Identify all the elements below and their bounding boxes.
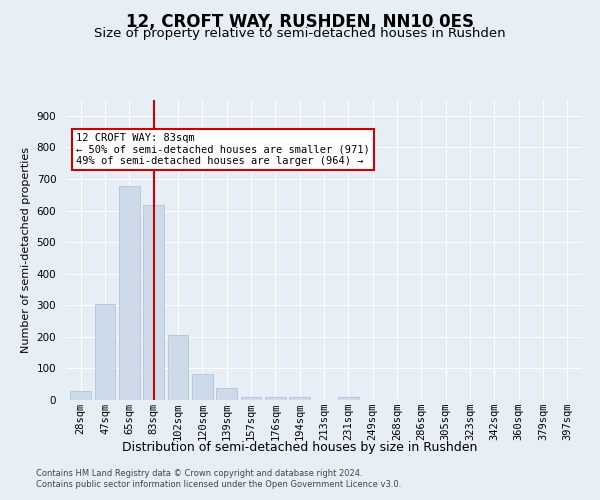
Text: 12 CROFT WAY: 83sqm
← 50% of semi-detached houses are smaller (971)
49% of semi-: 12 CROFT WAY: 83sqm ← 50% of semi-detach… [76, 133, 370, 166]
Bar [289, 398, 310, 400]
Bar [119, 186, 140, 400]
Bar [95, 304, 115, 400]
Bar [143, 205, 164, 400]
Bar [167, 334, 188, 400]
Text: Distribution of semi-detached houses by size in Rushden: Distribution of semi-detached houses by … [122, 441, 478, 454]
Y-axis label: Number of semi-detached properties: Number of semi-detached properties [21, 147, 31, 353]
Bar [70, 392, 91, 400]
Bar [265, 396, 286, 400]
Text: Contains public sector information licensed under the Open Government Licence v3: Contains public sector information licen… [36, 480, 401, 489]
Bar [338, 398, 359, 400]
Text: Size of property relative to semi-detached houses in Rushden: Size of property relative to semi-detach… [94, 28, 506, 40]
Text: 12, CROFT WAY, RUSHDEN, NN10 0ES: 12, CROFT WAY, RUSHDEN, NN10 0ES [126, 12, 474, 30]
Bar [192, 374, 212, 400]
Bar [216, 388, 237, 400]
Bar [241, 396, 262, 400]
Text: Contains HM Land Registry data © Crown copyright and database right 2024.: Contains HM Land Registry data © Crown c… [36, 468, 362, 477]
